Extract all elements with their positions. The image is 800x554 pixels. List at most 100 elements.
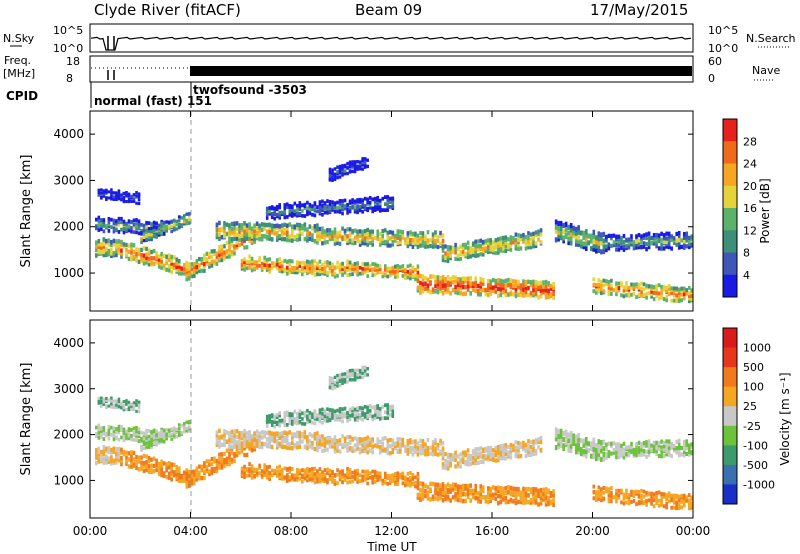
velocity-echo-cell xyxy=(539,498,543,503)
power-echo-cell xyxy=(351,198,354,202)
velocity-echo-cell xyxy=(449,461,452,466)
velocity-echo-cell xyxy=(589,453,593,459)
velocity-echo-cell xyxy=(346,374,349,378)
power-echo-cell xyxy=(522,287,525,292)
velocity-echo-cell xyxy=(147,445,151,449)
power-echo-cell xyxy=(368,229,372,234)
velocity-echo-cell xyxy=(142,436,146,441)
velocity-echo-cell xyxy=(117,437,121,442)
cpid-panel: CPID normal (fast) 151 twofsound -3503 xyxy=(6,82,307,108)
power-heatmap xyxy=(95,157,694,304)
power-echo-cell xyxy=(175,257,179,262)
power-echo-cell xyxy=(135,194,138,198)
velocity-echo-cell xyxy=(497,488,500,494)
velocity-echo-cell xyxy=(107,430,111,434)
velocity-echo-cell xyxy=(313,446,317,452)
velocity-echo-cell xyxy=(321,420,324,425)
power-echo-cell xyxy=(180,216,184,220)
power-echo-cell xyxy=(597,240,601,246)
velocity-echo-cell xyxy=(122,406,126,410)
power-echo-cell xyxy=(110,251,113,256)
power-echo-cell xyxy=(456,276,460,282)
velocity-echo-cell xyxy=(499,456,503,461)
power-echo-cell xyxy=(308,260,312,265)
velocity-echo-cell xyxy=(225,430,229,435)
power-echo-cell xyxy=(507,282,510,288)
velocity-echo-cell xyxy=(152,433,156,437)
velocity-echo-cell xyxy=(301,473,304,478)
power-echo-cell xyxy=(110,242,113,248)
velocity-echo-cell xyxy=(225,459,229,464)
power-echo-cell xyxy=(662,239,666,245)
power-echo-cell xyxy=(278,210,282,215)
power-echo-cell xyxy=(132,249,136,255)
velocity-echo-cell xyxy=(253,431,256,436)
velocity-echo-cell xyxy=(522,440,525,445)
velocity-echo-cell xyxy=(383,410,387,415)
power-echo-cell xyxy=(444,276,447,282)
velocity-echo-cell xyxy=(687,443,691,448)
velocity-echo-cell xyxy=(572,433,575,439)
velocity-echo-cell xyxy=(223,429,226,434)
velocity-echo-cell xyxy=(326,480,329,485)
velocity-echo-cell xyxy=(602,490,606,495)
velocity-echo-cell xyxy=(333,380,337,385)
power-echo-cell xyxy=(569,227,573,233)
velocity-echo-cell xyxy=(265,430,269,436)
velocity-echo-cell xyxy=(265,472,269,477)
power-echo-cell xyxy=(210,249,214,254)
power-echo-cell xyxy=(316,227,319,232)
power-echo-cell xyxy=(233,251,236,256)
power-echo-cell xyxy=(296,233,299,238)
velocity-echo-cell xyxy=(140,445,143,449)
power-echo-cell xyxy=(248,225,251,230)
velocity-echo-cell xyxy=(115,446,118,452)
power-echo-cell xyxy=(303,227,307,232)
velocity-echo-cell xyxy=(512,486,515,491)
power-echo-cell xyxy=(446,258,450,264)
power-echo-cell xyxy=(582,230,586,236)
power-echo-cell xyxy=(429,274,432,279)
velocity-echo-cell xyxy=(564,434,568,440)
power-echo-cell xyxy=(301,231,304,236)
velocity-echo-cell xyxy=(328,385,332,389)
velocity-echo-cell xyxy=(250,436,254,442)
power-echo-cell xyxy=(253,260,256,265)
power-echo-cell xyxy=(361,234,364,240)
velocity-echo-cell xyxy=(278,435,282,441)
velocity-echo-cell xyxy=(348,417,352,422)
power-echo-cell xyxy=(431,244,435,249)
velocity-echo-cell xyxy=(419,446,422,452)
velocity-echo-cell xyxy=(193,477,196,482)
power-echo-cell xyxy=(469,283,472,289)
power-echo-cell xyxy=(95,244,98,249)
velocity-echo-cell xyxy=(534,490,538,495)
power-echo-cell xyxy=(406,271,410,276)
power-echo-cell xyxy=(391,242,395,247)
velocity-echo-cell xyxy=(331,411,334,416)
velocity-echo-cell xyxy=(105,446,108,452)
velocity-echo-cell xyxy=(326,435,329,441)
velocity-echo-cell xyxy=(677,438,681,443)
power-echo-cell xyxy=(215,227,219,233)
velocity-echo-cell xyxy=(127,408,131,412)
velocity-echo-cell xyxy=(263,466,266,471)
power-echo-cell xyxy=(645,283,648,288)
power-echo-cell xyxy=(574,241,578,247)
velocity-echo-cell xyxy=(220,434,224,439)
power-echo-cell xyxy=(637,242,641,247)
power-echo-cell xyxy=(180,271,184,276)
power-echo-cell xyxy=(125,228,128,232)
velocity-echo-cell xyxy=(366,469,369,474)
velocity-echo-cell xyxy=(193,469,196,474)
power-echo-cell xyxy=(285,230,289,236)
power-echo-cell xyxy=(127,256,131,262)
power-echo-cell xyxy=(177,264,181,269)
power-echo-cell xyxy=(595,239,598,245)
power-echo-cell xyxy=(600,279,603,284)
power-echo-cell xyxy=(577,241,581,247)
power-echo-cell xyxy=(607,285,611,290)
velocity-echo-cell xyxy=(630,489,633,494)
velocity-echo-cell xyxy=(605,489,608,494)
power-echo-cell xyxy=(223,221,226,226)
